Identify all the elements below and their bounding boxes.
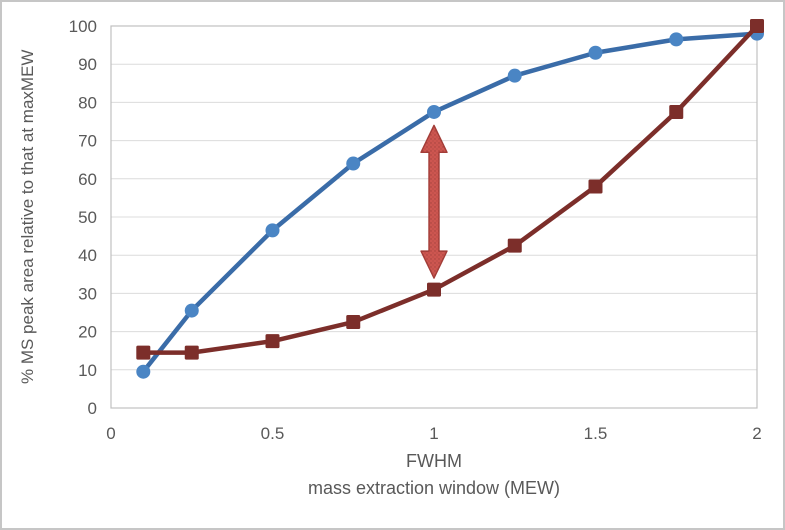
- data-point-marker: [427, 104, 441, 119]
- data-point-marker: [265, 334, 280, 349]
- y-tick-label: 10: [78, 361, 97, 380]
- data-point-marker: [136, 364, 151, 379]
- data-point-marker: [507, 68, 522, 83]
- blue-circle-series-line: [141, 31, 760, 374]
- x-tick-label: 2: [752, 424, 761, 443]
- x-axis-title-line2: mass extraction window (MEW): [307, 478, 561, 498]
- x-tick-label: 1: [429, 424, 438, 443]
- y-tick-label: 40: [78, 246, 97, 265]
- annotation-arrow-texture: [421, 125, 447, 279]
- data-point-marker: [136, 345, 151, 360]
- y-tick-label: 90: [78, 55, 97, 74]
- data-point-marker: [346, 315, 361, 330]
- x-tick-label: 1.5: [584, 424, 608, 443]
- data-point-marker: [507, 238, 522, 253]
- x-axis-title-line1: FWHM: [406, 451, 462, 471]
- plot-border: [110, 25, 758, 409]
- y-tick-label: 70: [78, 132, 97, 151]
- y-tick-label: 60: [78, 170, 97, 189]
- dark-red-square-series-line: [141, 23, 760, 355]
- y-tick-label: 30: [78, 284, 97, 303]
- data-point-marker: [346, 156, 361, 171]
- data-point-marker: [184, 345, 199, 360]
- y-tick-label: 100: [69, 17, 97, 36]
- y-tick-label: 20: [78, 323, 97, 342]
- y-tick-label: 80: [78, 93, 97, 112]
- data-point-marker: [669, 104, 684, 119]
- x-tick-label: 0: [106, 424, 115, 443]
- data-point-marker: [588, 45, 603, 60]
- data-point-marker: [750, 19, 764, 33]
- y-axis-title: % MS peak area relative to that at maxME…: [18, 49, 37, 385]
- data-point-marker: [427, 282, 441, 297]
- y-tick-label: 50: [78, 208, 97, 227]
- data-point-marker: [265, 223, 280, 238]
- data-point-marker: [184, 303, 199, 318]
- data-point-marker: [588, 179, 603, 194]
- x-tick-label: 0.5: [261, 424, 285, 443]
- y-tick-label: 0: [88, 399, 97, 418]
- data-point-marker: [669, 32, 684, 47]
